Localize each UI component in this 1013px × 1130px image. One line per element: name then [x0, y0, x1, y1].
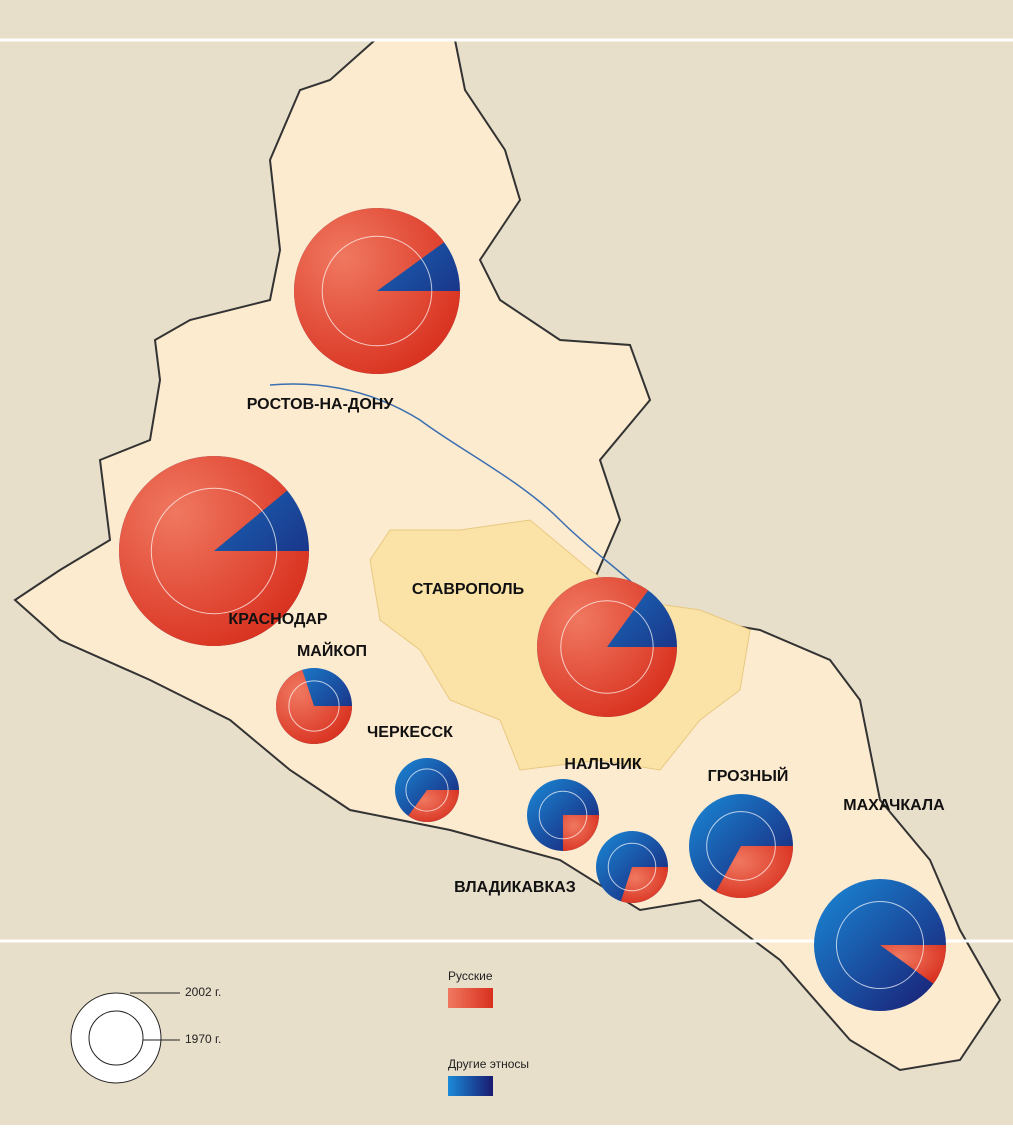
legend: 2002 г. 1970 г. Русские Другие этносы	[70, 969, 529, 1096]
river	[269, 383, 641, 591]
pie-1970-ring	[835, 900, 925, 990]
pies: РОСТОВ-НА-ДОНУ КРАСНОДАР СТАВРОПОЛЬ МАЙКОП Ч…	[119, 208, 946, 1011]
pie-1970-ring	[706, 811, 776, 881]
pie-1970-ring	[405, 768, 449, 812]
pie-russians	[275, 669, 352, 745]
legend-label: 1970 г.	[185, 1032, 221, 1046]
pie-1970-ring	[560, 600, 654, 694]
pie-1970-ring	[607, 842, 657, 892]
pie-1970-ring	[538, 790, 588, 840]
city-label: СТАВРОПОЛЬ	[412, 581, 524, 598]
legend-swatch	[448, 988, 493, 1008]
legend-label: 2002 г.	[185, 985, 221, 999]
pie-1970-ring	[288, 680, 340, 732]
city-label: КРАСНОДАР	[228, 611, 327, 628]
pie-russians	[880, 945, 946, 984]
pie-russians	[294, 208, 460, 375]
pie-russians	[537, 577, 677, 718]
city-label: ВЛАДИКАВКАЗ	[454, 879, 576, 896]
city-label: ЧЕРКЕССК	[367, 724, 453, 741]
city-label: ГРОЗНЫЙ	[708, 766, 789, 785]
legend-ring-inner	[88, 1010, 144, 1066]
pie-russians	[563, 815, 599, 851]
pie-1970-ring	[150, 487, 278, 615]
city-label: МАХАЧКАЛА	[843, 797, 945, 814]
city-label: МАЙКОП	[297, 641, 367, 660]
city-label: НАЛЬЧИК	[564, 756, 642, 773]
legend-swatch	[448, 1076, 493, 1096]
pie-russians	[715, 846, 793, 899]
pie-russians	[620, 867, 668, 904]
legend-label: Русские	[448, 969, 493, 983]
pie-1970-ring	[321, 235, 433, 347]
city-label: РОСТОВ-НА-ДОНУ	[247, 396, 395, 413]
pie-russians	[119, 455, 309, 646]
legend-label: Другие этносы	[448, 1057, 529, 1071]
